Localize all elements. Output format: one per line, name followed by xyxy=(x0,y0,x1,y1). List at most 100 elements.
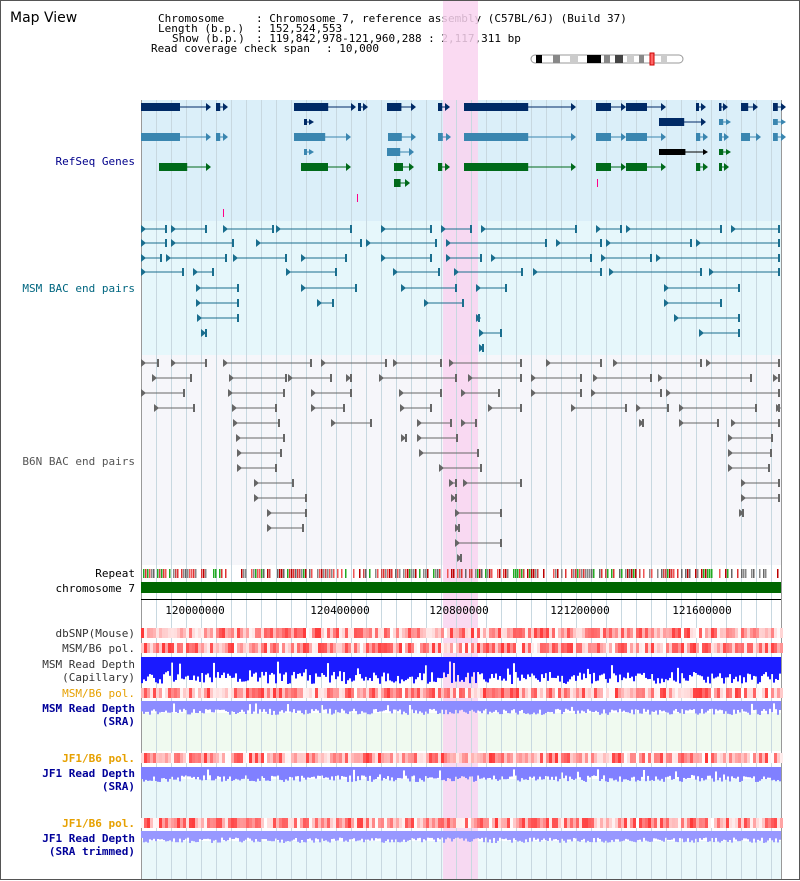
jf1-depth-sra-bar xyxy=(649,767,651,781)
msm-depth-sra-bar xyxy=(653,701,655,712)
chromosome-bar xyxy=(141,582,781,593)
jf1-b6-pol-density xyxy=(504,753,507,763)
msm-b6-pol-sra-density xyxy=(144,688,147,698)
repeat-element xyxy=(575,569,577,578)
msm-depth-sra-bar xyxy=(695,701,697,714)
jf1-depth-sra-bar xyxy=(207,767,209,770)
track-label-msm-depth-capillary[interactable]: MSM Read Depth (Capillary) xyxy=(42,658,135,684)
msm-b6-pol-sra-density xyxy=(687,688,690,698)
jf1-depth-trimmed-bar xyxy=(523,831,525,843)
msm-bac-pair xyxy=(446,254,451,262)
jf1-b6-pol-density xyxy=(378,753,381,763)
jf1-depth-sra-bar xyxy=(221,767,223,782)
track-label-jf1-depth-sra[interactable]: JF1 Read Depth (SRA) xyxy=(42,767,135,793)
jf1-b6-pol-density xyxy=(618,753,621,763)
jf1-depth-trimmed-bar xyxy=(597,831,599,838)
msm-b6-pol-density xyxy=(531,643,534,653)
dbsnp-density xyxy=(453,628,456,638)
msm-b6-pol-density xyxy=(150,643,153,653)
jf1-depth-trimmed-bar xyxy=(325,831,327,841)
jf1-depth-sra-bar xyxy=(475,767,477,781)
repeat-element xyxy=(481,569,483,578)
refseq-gene xyxy=(773,103,778,111)
msm-depth-capillary-bar xyxy=(515,657,517,673)
repeat-element xyxy=(555,569,557,578)
dbsnp-density xyxy=(486,628,489,638)
track-label-refseq[interactable]: RefSeq Genes xyxy=(55,155,135,168)
msm-depth-sra-bar xyxy=(531,701,533,715)
jf1-depth-sra-bar xyxy=(481,767,483,779)
jf1-depth-sra-bar xyxy=(471,767,473,777)
jf1-b6-pol-trimmed-density xyxy=(429,818,432,828)
dbsnp-density xyxy=(771,628,774,638)
jf1-depth-trimmed-bar xyxy=(255,831,257,840)
jf1-b6-pol-trimmed-density xyxy=(489,818,492,828)
jf1-depth-sra-bar xyxy=(687,767,689,778)
msm-b6-pol-sra-density xyxy=(510,688,513,698)
jf1-b6-pol-trimmed-density xyxy=(669,818,672,828)
jf1-b6-pol-trimmed-density xyxy=(465,818,468,828)
msm-depth-capillary-bar xyxy=(529,657,531,677)
msm-b6-pol-density xyxy=(186,643,189,653)
jf1-depth-trimmed-bar xyxy=(611,831,613,841)
msm-depth-sra-bar xyxy=(421,701,423,713)
track-label-chromosome[interactable]: chromosome 7 xyxy=(55,582,135,595)
msm-b6-pol-density xyxy=(312,643,315,653)
msm-b6-pol-sra-density xyxy=(627,688,630,698)
jf1-b6-pol-trimmed-density xyxy=(420,818,423,828)
track-label-jf1-depth-trimmed[interactable]: JF1 Read Depth (SRA trimmed) xyxy=(42,832,135,858)
msm-depth-capillary-bar xyxy=(213,657,215,663)
track-label-dbsnp[interactable]: dbSNP(Mouse) xyxy=(55,627,135,640)
jf1-depth-sra-bar xyxy=(589,767,591,778)
jf1-depth-sra-bar xyxy=(571,767,573,779)
jf1-depth-sra-bar xyxy=(523,767,525,780)
jf1-b6-pol-density xyxy=(255,753,258,763)
jf1-depth-sra-bar xyxy=(699,767,701,782)
msm-b6-pol-density xyxy=(432,643,435,653)
b6n-bac-pair xyxy=(141,389,146,397)
track-label-jf1-b6-pol-trimmed[interactable]: JF1/B6 pol. xyxy=(62,817,135,830)
repeat-element xyxy=(191,569,193,578)
highlight-region[interactable] xyxy=(443,1,478,879)
dbsnp-density xyxy=(507,628,510,638)
msm-b6-pol-density xyxy=(642,643,645,653)
jf1-b6-pol-density xyxy=(141,753,144,763)
dbsnp-density xyxy=(225,628,228,638)
jf1-depth-sra-bar xyxy=(161,767,163,779)
repeat-element xyxy=(213,569,215,578)
track-label-repeat[interactable]: Repeat xyxy=(95,567,135,580)
track-label-msm-bac[interactable]: MSM BAC end pairs xyxy=(22,282,135,295)
msm-depth-capillary-bar xyxy=(761,657,763,676)
dbsnp-density xyxy=(156,628,159,638)
jf1-b6-pol-trimmed-density xyxy=(756,818,759,828)
track-label-msm-b6-pol-sra[interactable]: MSM/B6 pol. xyxy=(62,687,135,700)
track-label-jf1-b6-pol[interactable]: JF1/B6 pol. xyxy=(62,752,135,765)
track-label-msm-depth-sra[interactable]: MSM Read Depth (SRA) xyxy=(42,702,135,728)
jf1-b6-pol-trimmed-density xyxy=(426,818,429,828)
jf1-b6-pol-density xyxy=(582,753,585,763)
msm-b6-pol-sra-density xyxy=(492,688,495,698)
msm-depth-capillary-bar xyxy=(703,657,705,680)
jf1-depth-sra-bar xyxy=(363,767,365,776)
dbsnp-density xyxy=(522,628,525,638)
msm-depth-capillary-bar xyxy=(289,657,291,684)
jf1-b6-pol-trimmed-density xyxy=(672,818,675,828)
msm-b6-pol-density xyxy=(381,643,384,653)
msm-b6-pol-density xyxy=(234,643,237,653)
msm-b6-pol-density xyxy=(666,643,669,653)
b6n-bac-pair xyxy=(480,464,482,472)
repeat-element xyxy=(365,569,367,578)
jf1-b6-pol-density xyxy=(555,753,558,763)
jf1-b6-pol-density xyxy=(519,753,522,763)
msm-b6-pol-density xyxy=(657,643,660,653)
track-label-b6n-bac[interactable]: B6N BAC end pairs xyxy=(22,455,135,468)
jf1-b6-pol-trimmed-density xyxy=(336,818,339,828)
repeat-element xyxy=(385,569,387,578)
dbsnp-density xyxy=(432,628,435,638)
msm-depth-capillary-bar xyxy=(705,657,707,683)
jf1-b6-pol-density xyxy=(771,753,774,763)
msm-b6-pol-density xyxy=(636,643,639,653)
jf1-depth-trimmed-bar xyxy=(503,831,505,840)
track-label-msm-b6-pol[interactable]: MSM/B6 pol. xyxy=(62,642,135,655)
jf1-depth-sra-bar xyxy=(441,767,443,781)
